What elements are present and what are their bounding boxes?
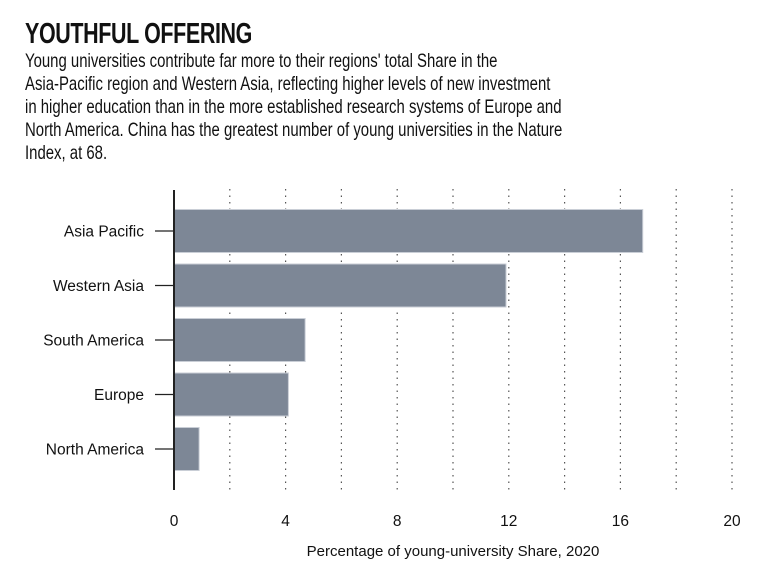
category-label: Asia Pacific <box>64 224 144 241</box>
x-tick-label: 4 <box>281 513 290 530</box>
y-axis: Asia Pacific Western Asia South America Eur… <box>43 190 175 490</box>
subtitle-line: in higher education than in the more est… <box>25 96 562 118</box>
bars <box>173 209 644 471</box>
bar-south-america <box>173 318 306 362</box>
x-tick-label: 12 <box>500 513 517 530</box>
category-label: Europe <box>94 387 144 404</box>
category-label: Western Asia <box>53 278 144 295</box>
x-tick-label: 20 <box>723 513 741 530</box>
chart-title: YOUTHFUL OFFERING <box>25 18 252 50</box>
chart-subtitle: Young universities contribute far more t… <box>25 50 759 165</box>
subtitle-line: Young universities contribute far more t… <box>25 50 498 72</box>
x-tick-labels: 0 4 8 12 16 20 <box>170 513 741 530</box>
x-axis-title: Percentage of young-university Share, 20… <box>307 543 600 560</box>
bar-europe <box>173 372 289 417</box>
category-label: South America <box>43 333 144 350</box>
bar-north-america <box>173 427 200 471</box>
x-tick-label: 8 <box>393 513 402 530</box>
subtitle-line: North America. China has the greatest nu… <box>25 119 563 141</box>
bar-western-asia <box>173 263 507 308</box>
category-label: North America <box>46 442 145 459</box>
subtitle-line: Index, at 68. <box>25 142 108 164</box>
x-tick-label: 16 <box>612 513 629 530</box>
subtitle-line: Asia-Pacific region and Western Asia, re… <box>25 73 551 95</box>
bar-asia-pacific <box>173 209 644 253</box>
x-tick-label: 0 <box>170 513 179 530</box>
